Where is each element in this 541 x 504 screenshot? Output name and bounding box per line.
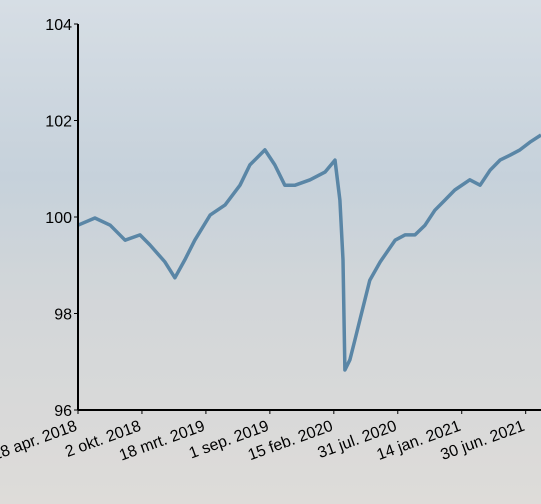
y-tick-label: 96 (54, 403, 72, 420)
y-tick-label: 100 (45, 210, 72, 227)
y-tick-label: 102 (45, 114, 72, 131)
chart: 969810010210418 apr. 20182 okt. 201818 m… (0, 0, 541, 504)
y-tick-label: 104 (45, 17, 72, 34)
y-tick-label: 98 (54, 307, 72, 324)
